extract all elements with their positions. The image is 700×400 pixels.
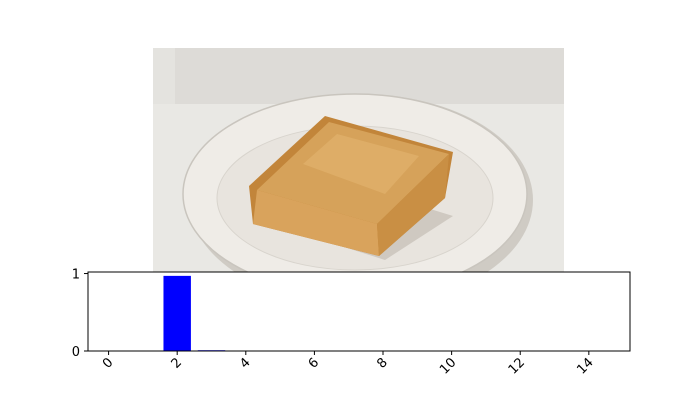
- toast-photo: [153, 48, 564, 272]
- x-tick-label: 4: [237, 355, 253, 371]
- x-tick-label: 8: [374, 355, 390, 371]
- toast-top-highlight: [303, 134, 419, 194]
- y-tick-label: 1: [72, 268, 80, 283]
- toast-side-front: [253, 190, 379, 256]
- x-tick-label: 14: [574, 355, 596, 377]
- y-axis-ticks: 01: [72, 268, 88, 360]
- x-axis-ticks: 0 2 4 6 8 10 12 14: [100, 351, 597, 378]
- x-tick-label: 12: [506, 355, 528, 377]
- x-tick-label: 10: [437, 355, 459, 377]
- bar-2: [163, 275, 191, 351]
- x-tick-label: 6: [306, 355, 322, 371]
- plot-frame: [87, 271, 631, 352]
- y-tick-label: 0: [72, 345, 80, 360]
- x-tick-label: 2: [169, 355, 185, 371]
- x-tick-label: 0: [100, 355, 116, 371]
- toast-side-right: [377, 154, 449, 256]
